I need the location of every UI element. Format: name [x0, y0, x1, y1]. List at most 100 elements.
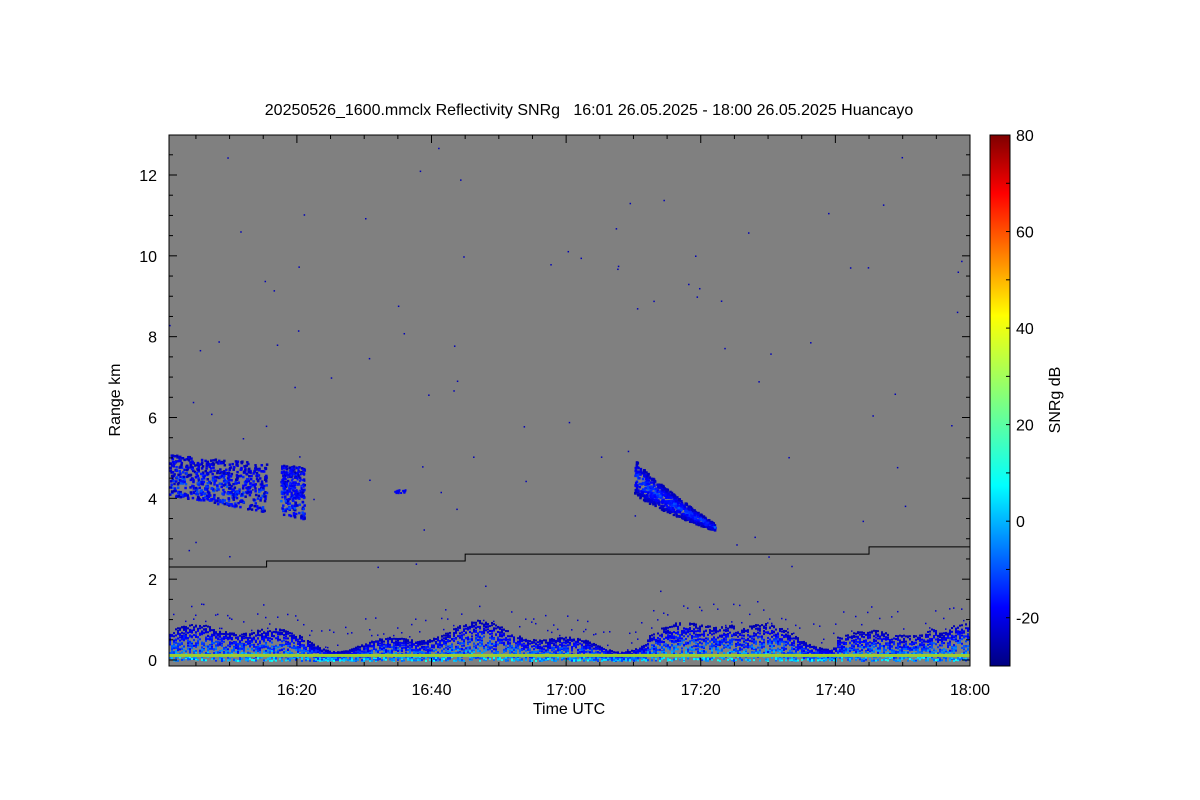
clutter-pixel: [673, 625, 675, 628]
clutter-pixel: [681, 642, 683, 645]
clutter-pixel: [803, 647, 805, 650]
clutter-pixel: [187, 640, 189, 643]
clutter-pixel: [519, 651, 521, 654]
clutter-pixel: [769, 648, 771, 651]
clutter-pixel: [505, 637, 507, 640]
clutter-pixel: [295, 648, 297, 651]
clutter-pixel: [715, 628, 717, 631]
clutter-pixel: [791, 642, 793, 645]
clutter-pixel: [195, 656, 197, 659]
clutter-pixel: [331, 652, 333, 655]
clutter-pixel: [711, 657, 713, 660]
clutter-pixel: [183, 649, 185, 652]
clutter-pixel: [771, 656, 773, 659]
clutter-pixel: [559, 647, 561, 650]
clutter-pixel: [293, 634, 295, 637]
clutter-pixel: [537, 650, 539, 653]
clutter-pixel: [241, 657, 243, 660]
clutter-pixel: [847, 656, 849, 659]
clutter-pixel: [325, 659, 327, 662]
clutter-pixel: [663, 644, 665, 647]
clutter-pixel: [379, 644, 381, 647]
clutter-pixel: [547, 643, 549, 646]
clutter-pixel: [251, 648, 253, 651]
clutter-pixel: [635, 648, 637, 651]
clutter-pixel: [243, 621, 245, 623]
clutter-pixel: [549, 647, 551, 650]
clutter-pixel: [853, 632, 855, 635]
clutter-pixel: [601, 650, 603, 653]
clutter-pixel: [479, 627, 481, 630]
clutter-pixel: [857, 649, 859, 652]
clutter-pixel: [175, 659, 177, 662]
clutter-pixel: [515, 649, 517, 652]
clutter-pixel: [697, 627, 699, 630]
clutter-pixel: [853, 635, 855, 638]
clutter-pixel: [709, 640, 711, 643]
clutter-pixel: [183, 645, 185, 648]
clutter-pixel: [353, 649, 355, 652]
clutter-pixel: [563, 656, 565, 659]
clutter-pixel: [453, 659, 455, 662]
clutter-pixel: [213, 632, 215, 635]
clutter-pixel: [545, 645, 547, 648]
clutter-pixel: [181, 658, 183, 661]
clutter-pixel: [519, 625, 521, 628]
clutter-pixel: [531, 621, 533, 623]
clutter-pixel: [275, 628, 277, 631]
clutter-pixel: [445, 649, 447, 652]
clutter-pixel: [381, 659, 383, 662]
clutter-pixel: [501, 659, 503, 662]
clutter-pixel: [257, 657, 259, 660]
clutter-pixel: [779, 643, 781, 646]
clutter-pixel: [733, 659, 735, 662]
clutter-pixel: [303, 647, 305, 650]
clutter-pixel: [779, 640, 781, 643]
clutter-pixel: [261, 638, 263, 641]
clutter-pixel: [565, 642, 567, 645]
clutter-pixel: [415, 649, 417, 652]
clutter-pixel: [443, 641, 445, 644]
clutter-pixel: [545, 658, 547, 661]
clutter-pixel: [755, 641, 757, 644]
clutter-pixel: [203, 644, 205, 647]
clutter-pixel: [281, 656, 283, 659]
clutter-pixel: [821, 642, 823, 644]
clutter-pixel: [323, 651, 325, 654]
clutter-pixel: [269, 651, 271, 654]
clutter-pixel: [479, 621, 481, 624]
clutter-pixel: [651, 627, 653, 629]
clutter-pixel: [695, 639, 697, 642]
clutter-pixel: [427, 651, 429, 654]
clutter-pixel: [257, 634, 259, 637]
clutter-pixel: [423, 642, 425, 645]
clutter-pixel: [229, 637, 231, 640]
clutter-pixel: [751, 635, 753, 638]
clutter-pixel: [659, 659, 661, 662]
clutter-pixel: [595, 648, 597, 651]
clutter-pixel: [739, 604, 741, 607]
clutter-pixel: [489, 629, 491, 632]
clutter-pixel: [459, 650, 461, 653]
clutter-pixel: [675, 622, 677, 625]
clutter-pixel: [551, 647, 553, 650]
clutter-pixel: [235, 651, 237, 654]
clutter-pixel: [735, 659, 737, 662]
clutter-pixel: [425, 646, 427, 649]
clutter-pixel: [351, 649, 353, 652]
clutter-pixel: [689, 652, 691, 655]
clutter-pixel: [697, 643, 699, 646]
clutter-pixel: [857, 640, 859, 643]
clutter-pixel: [693, 622, 695, 625]
clutter-pixel: [597, 659, 599, 662]
clutter-pixel: [477, 647, 479, 650]
clutter-pixel: [465, 631, 467, 634]
clutter-pixel: [643, 648, 645, 651]
clutter-pixel: [715, 645, 717, 648]
clutter-pixel: [779, 638, 781, 641]
clutter-pixel: [805, 645, 807, 648]
clutter-pixel: [613, 651, 615, 654]
echo-clutter: [169, 600, 970, 662]
clutter-pixel: [461, 651, 463, 654]
clutter-pixel: [689, 623, 691, 626]
